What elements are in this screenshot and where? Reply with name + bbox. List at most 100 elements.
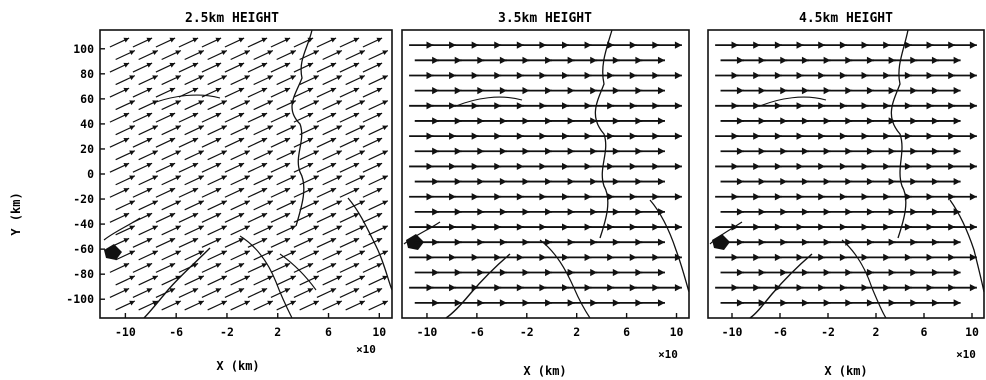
- wind-vector: [931, 71, 956, 80]
- wind-vector: [431, 41, 457, 49]
- wind-vector: [589, 193, 615, 201]
- wind-vector: [293, 212, 314, 223]
- wind-vector: [499, 223, 524, 231]
- wind-vector: [409, 223, 434, 231]
- wind-vector: [657, 41, 682, 49]
- wind-vector: [201, 212, 222, 223]
- wind-vector: [155, 37, 176, 48]
- wind-vector: [224, 162, 245, 173]
- wind-vector: [207, 200, 228, 211]
- x-axis-label: X (km): [523, 364, 566, 378]
- panel-title: 2.5km HEIGHT: [185, 11, 279, 26]
- wind-vector: [293, 187, 314, 198]
- wind-vector: [247, 137, 268, 148]
- wind-vector: [293, 287, 314, 298]
- wind-vector: [640, 299, 665, 307]
- wind-vector: [893, 56, 918, 64]
- wind-vector: [910, 132, 934, 140]
- wind-vector: [953, 193, 977, 201]
- wind-vector: [207, 225, 228, 236]
- wind-vector: [230, 275, 251, 286]
- wind-vector: [763, 177, 788, 186]
- wind-vector: [522, 102, 547, 110]
- wind-vector: [454, 71, 479, 80]
- wind-vector: [459, 177, 485, 186]
- wind-vector: [155, 212, 176, 223]
- wind-vector: [224, 212, 245, 223]
- wind-vector: [527, 117, 553, 125]
- wind-vector: [931, 223, 956, 231]
- wind-vector: [612, 41, 637, 49]
- wind-vector: [437, 299, 462, 307]
- wind-vector: [589, 71, 615, 80]
- wind-vector: [431, 102, 457, 110]
- wind-vector: [276, 250, 297, 261]
- wind-vector: [345, 75, 366, 86]
- y-tick-label: -80: [73, 267, 94, 281]
- wind-vector: [115, 200, 136, 211]
- wind-vector: [109, 37, 130, 48]
- wind-vector: [742, 238, 766, 246]
- wind-vector: [953, 132, 977, 140]
- wind-vector: [720, 268, 744, 277]
- wind-vector: [276, 300, 297, 311]
- wind-vector: [572, 147, 598, 155]
- wind-vector: [339, 262, 360, 273]
- wind-vector: [230, 50, 251, 61]
- wind-vector: [567, 162, 592, 171]
- wind-vector: [499, 71, 524, 80]
- wind-vector: [888, 41, 912, 49]
- x-tick-label: 2: [573, 325, 580, 339]
- wind-vector: [109, 287, 130, 298]
- wind-vector: [657, 71, 682, 80]
- wind-vector: [253, 300, 274, 311]
- wind-vector: [640, 177, 665, 186]
- wind-vector: [763, 87, 788, 95]
- wind-vector: [785, 87, 809, 95]
- wind-vector: [299, 300, 320, 311]
- wind-vector: [522, 253, 547, 261]
- x-tick-label: 2: [873, 325, 880, 339]
- wind-vector: [201, 162, 222, 173]
- wind-vector: [612, 71, 637, 80]
- wind-vector: [872, 268, 896, 277]
- wind-vector: [276, 100, 297, 111]
- wind-vector: [550, 177, 575, 186]
- wind-vector: [207, 275, 228, 286]
- wind-vector: [459, 87, 485, 95]
- wind-vector: [937, 208, 961, 216]
- wind-vector: [299, 250, 320, 261]
- wind-vector: [345, 250, 366, 261]
- wind-vector: [253, 275, 274, 286]
- wind-vector: [872, 147, 896, 155]
- wind-vector: [270, 187, 291, 198]
- wind-vector: [414, 238, 440, 246]
- wind-vector: [931, 132, 956, 140]
- wind-vector: [640, 268, 665, 277]
- wind-vector: [640, 117, 665, 125]
- wind-vector: [276, 75, 297, 86]
- wind-vector: [780, 41, 804, 49]
- wind-vector: [109, 212, 130, 223]
- wind-vector: [339, 187, 360, 198]
- wind-vector: [454, 41, 479, 49]
- wind-vector: [931, 41, 956, 49]
- wind-vector: [742, 268, 766, 277]
- wind-vector: [567, 132, 592, 140]
- wind-vector: [316, 137, 337, 148]
- wind-vector: [758, 132, 782, 140]
- wind-vector: [253, 100, 274, 111]
- wind-vector: [459, 117, 485, 125]
- wind-vector: [178, 112, 199, 123]
- wind-vector: [953, 223, 977, 231]
- wind-vector: [368, 75, 389, 86]
- wind-vector: [270, 62, 291, 73]
- wind-vector: [893, 117, 918, 125]
- wind-vector: [431, 284, 457, 292]
- wind-vector: [316, 62, 337, 73]
- wind-vector: [322, 300, 343, 311]
- x-tick-label: 10: [965, 325, 979, 339]
- wind-vector: [293, 237, 314, 248]
- wind-vector: [224, 262, 245, 273]
- wind-vector: [132, 237, 153, 248]
